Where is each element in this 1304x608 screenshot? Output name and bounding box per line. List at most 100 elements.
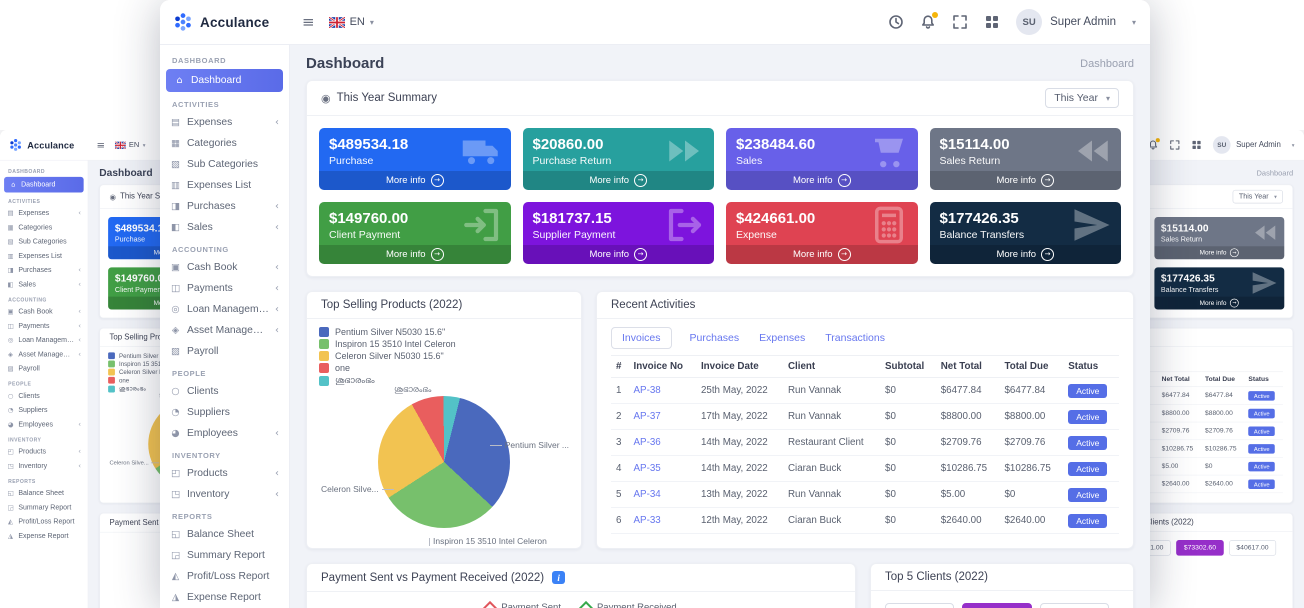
breadcrumb[interactable]: Dashboard — [1080, 57, 1134, 70]
sidebar-item[interactable]: ◱ Balance Sheet — [160, 524, 289, 545]
year-filter-select[interactable]: This Year ▾ — [1045, 88, 1119, 108]
more-info-link[interactable]: More info → — [929, 245, 1121, 264]
more-info-link[interactable]: More info → — [929, 171, 1121, 190]
table-header[interactable]: Invoice Date — [695, 355, 783, 378]
user-menu[interactable]: Super Admin — [1050, 16, 1116, 28]
sidebar-item[interactable]: ◮ Expense Report — [0, 529, 88, 543]
table-row[interactable]: 5 AP-34 13th May, 2022 Run Vannak $0 $5.… — [1145, 457, 1283, 476]
menu-icon[interactable]: ≡ — [96, 138, 106, 152]
sidebar-item[interactable]: ⌂ Dashboard — [166, 69, 283, 92]
client-total-button[interactable]: $61581.00 — [1145, 540, 1171, 556]
table-header[interactable]: Net Total — [1158, 371, 1202, 388]
table-row[interactable]: 5 AP-34 13th May, 2022 Run Vannak $0 $5.… — [611, 481, 1119, 508]
table-row[interactable]: 1 AP-38 25th May, 2022 Run Vannak $0 $64… — [1145, 386, 1283, 405]
sidebar-item[interactable]: ▣ Cash Book ‹ — [0, 305, 88, 319]
sidebar-item[interactable]: ◭ Profit/Loss Report — [0, 515, 88, 529]
sidebar-item[interactable]: ◲ Summary Report — [160, 545, 289, 566]
legend-item[interactable]: Pentium Silver N5030 15.6" — [108, 352, 168, 360]
table-row[interactable]: 6 AP-33 12th May, 2022 Ciaran Buck $0 $2… — [1145, 475, 1283, 494]
sidebar-item[interactable]: ▧ Sub Categories — [0, 235, 88, 249]
breadcrumb[interactable]: Dashboard — [1256, 169, 1294, 178]
table-header[interactable]: Status — [1063, 355, 1119, 378]
sidebar-item[interactable]: ▤ Expenses ‹ — [0, 206, 88, 220]
tab[interactable]: Invoices — [611, 327, 672, 349]
table-header[interactable]: Subtotal — [880, 355, 936, 378]
sidebar-item[interactable]: ▤ Expenses ‹ — [160, 112, 289, 133]
sidebar-item[interactable]: ◨ Purchases ‹ — [160, 196, 289, 217]
table-header[interactable]: Client — [782, 355, 880, 378]
notifications-icon[interactable] — [1148, 138, 1160, 151]
more-info-link[interactable]: More info → — [726, 171, 918, 190]
client-total-button[interactable]: $40617.00 — [1039, 603, 1109, 608]
sidebar-item[interactable]: ⌂ Dashboard — [4, 176, 84, 193]
sidebar-item[interactable]: ◳ Inventory ‹ — [160, 484, 289, 505]
sidebar-item[interactable]: ◲ Summary Report — [0, 501, 88, 515]
more-info-link[interactable]: More info → — [319, 245, 511, 264]
table-row[interactable]: 4 AP-35 14th May, 2022 Ciaran Buck $0 $1… — [1145, 439, 1283, 458]
sidebar-item[interactable]: ◨ Purchases ‹ — [0, 263, 88, 277]
table-row[interactable]: 3 AP-36 14th May, 2022 Restaurant Client… — [611, 429, 1119, 456]
more-info-link[interactable]: More info → — [319, 171, 511, 190]
sidebar-item[interactable]: ◔ Suppliers — [160, 402, 289, 423]
client-total-button[interactable]: $73302.60 — [962, 603, 1032, 608]
sidebar-item[interactable]: ◧ Sales ‹ — [160, 217, 289, 238]
language-dropdown[interactable]: EN ▾ — [114, 141, 145, 149]
table-row[interactable]: 3 AP-36 14th May, 2022 Restaurant Client… — [1145, 422, 1283, 441]
tab[interactable]: Purchases — [688, 328, 742, 348]
invoice-link[interactable]: AP-37 — [628, 403, 696, 430]
invoice-link[interactable]: AP-38 — [628, 377, 696, 404]
table-header[interactable]: Total Due — [999, 355, 1064, 378]
invoice-link[interactable]: AP-36 — [628, 429, 696, 456]
info-icon[interactable]: i — [552, 571, 566, 584]
legend-item[interactable]: one — [108, 376, 168, 384]
client-total-button[interactable]: $73302.60 — [1176, 540, 1224, 556]
more-info-link[interactable]: More info → — [522, 245, 714, 264]
table-header[interactable]: # — [611, 355, 629, 378]
tab[interactable]: Expenses — [757, 328, 807, 348]
legend-item[interactable]: Celeron Silver N5030 15.6" — [319, 351, 569, 361]
sidebar-item[interactable]: ◫ Payments ‹ — [0, 319, 88, 333]
legend-item[interactable]: Pentium Silver N5030 15.6" — [319, 327, 569, 337]
sidebar-item[interactable]: ▨ Payroll — [160, 341, 289, 362]
fullscreen-icon[interactable] — [1169, 140, 1180, 151]
legend-item[interactable]: Inspiron 15 3510 Intel Celeron — [108, 360, 168, 368]
legend-item[interactable]: Celeron Silver N5030 15.6" — [108, 368, 168, 376]
tab[interactable]: Transactions — [823, 328, 887, 348]
client-total-button[interactable]: $40617.00 — [1228, 540, 1277, 556]
client-total-button[interactable]: $61581.00 — [885, 603, 955, 608]
user-menu[interactable]: Super Admin — [1236, 140, 1281, 150]
table-header[interactable]: Invoice No — [628, 355, 696, 378]
avatar[interactable]: SU — [1212, 136, 1231, 154]
apps-icon[interactable] — [984, 14, 1000, 30]
sidebar-item[interactable]: ▥ Expenses List — [0, 249, 88, 263]
table-row[interactable]: 4 AP-35 14th May, 2022 Ciaran Buck $0 $1… — [611, 455, 1119, 482]
table-header[interactable]: Status — [1245, 371, 1283, 388]
sidebar-item[interactable]: ◈ Asset Management ‹ — [0, 348, 88, 362]
sidebar-item[interactable]: ▦ Categories — [160, 133, 289, 154]
sidebar-item[interactable]: ◮ Expense Report — [160, 587, 289, 608]
sidebar-item[interactable]: ◕ Employees ‹ — [0, 418, 88, 432]
sidebar-item[interactable]: ◭ Profit/Loss Report — [160, 566, 289, 587]
legend-item[interactable]: Payment Sent — [483, 600, 561, 608]
sidebar-item[interactable]: ▨ Payroll — [0, 362, 88, 376]
sidebar-item[interactable]: ◱ Balance Sheet — [0, 486, 88, 500]
sidebar-item[interactable]: ◎ Loan Management ‹ — [0, 333, 88, 347]
menu-icon[interactable]: ≡ — [302, 13, 315, 31]
sidebar-item[interactable]: ◎ Loan Management ‹ — [160, 299, 289, 320]
more-info-link[interactable]: More info → — [1154, 296, 1285, 310]
table-row[interactable]: 1 AP-38 25th May, 2022 Run Vannak $0 $64… — [611, 377, 1119, 404]
more-info-link[interactable]: More info → — [522, 171, 714, 190]
table-header[interactable]: Net Total — [935, 355, 1000, 378]
brand[interactable]: Acculance — [0, 138, 88, 152]
brand[interactable]: Acculance — [160, 12, 290, 32]
sidebar-item[interactable]: ▦ Categories — [0, 220, 88, 234]
sidebar-item[interactable]: ○ Clients — [0, 389, 88, 403]
legend-item[interactable]: ശുഭാരംഭം — [108, 385, 168, 393]
year-filter-select[interactable]: This Year ▾ — [1232, 189, 1283, 204]
sidebar-item[interactable]: ◰ Products ‹ — [160, 463, 289, 484]
sidebar-item[interactable]: ◰ Products ‹ — [0, 445, 88, 459]
sidebar-item[interactable]: ▣ Cash Book ‹ — [160, 257, 289, 278]
sidebar-item[interactable]: ◈ Asset Management ‹ — [160, 320, 289, 341]
legend-item[interactable]: one — [319, 363, 569, 373]
table-row[interactable]: 6 AP-33 12th May, 2022 Ciaran Buck $0 $2… — [611, 507, 1119, 534]
